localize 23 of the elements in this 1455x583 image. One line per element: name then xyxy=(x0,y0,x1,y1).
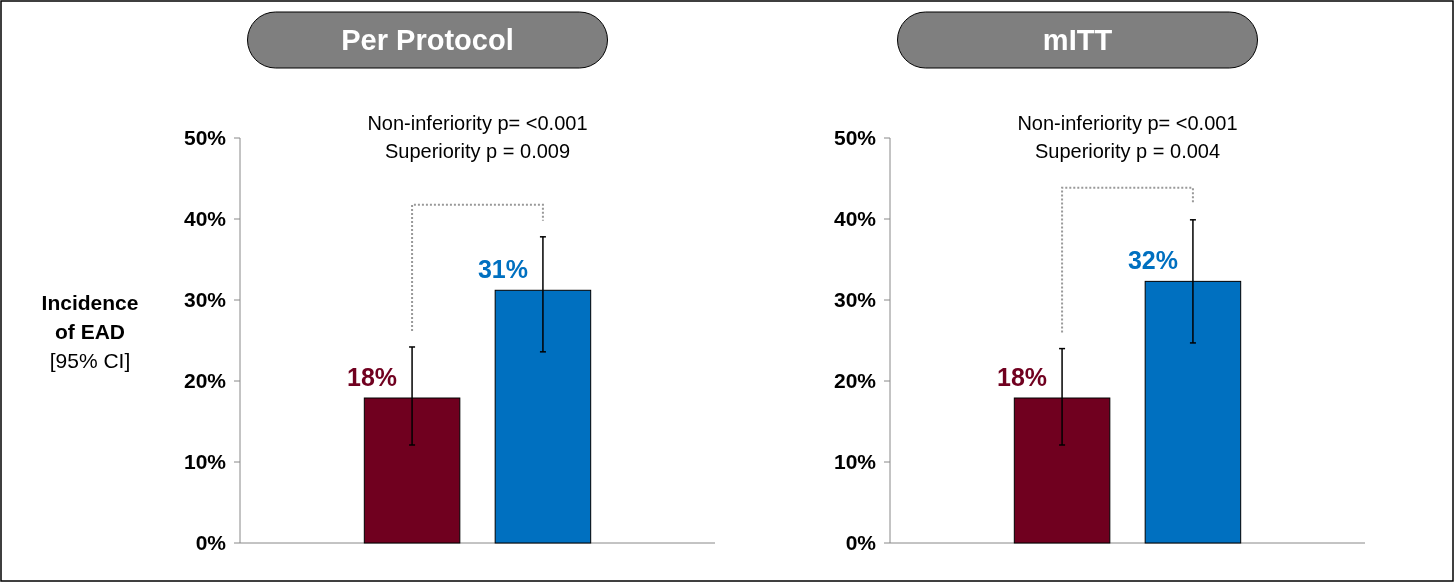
data-label: 32% xyxy=(1127,246,1178,275)
data-label: 18% xyxy=(997,363,1048,392)
annotation: Superiority p = 0.004 xyxy=(1034,140,1221,162)
y-tick-label: 0% xyxy=(845,531,877,554)
y-tick-label: 10% xyxy=(183,450,227,473)
y-tick-label: 20% xyxy=(833,369,877,392)
text: Non-inferiority p= <0.001 xyxy=(367,112,588,134)
chart-title: Per Protocol xyxy=(341,24,514,56)
y-tick-label: 40% xyxy=(833,207,877,230)
y-tick-label: 10% xyxy=(833,450,877,473)
y-tick-label: 30% xyxy=(183,288,227,311)
annotation: Superiority p = 0.009 xyxy=(384,140,571,162)
y-tick-label: 30% xyxy=(833,288,877,311)
text: Non-inferiority p= <0.001 xyxy=(1017,112,1238,134)
data-label: 31% xyxy=(477,255,528,284)
y-tick-label: 40% xyxy=(183,207,227,230)
y-tick-label: 50% xyxy=(833,126,877,149)
data-label: 18% xyxy=(347,363,398,392)
y-tick-label: 0% xyxy=(195,531,227,554)
y-axis-title: Incidence of EAD [95% CI] xyxy=(41,291,139,372)
y-tick-label: 20% xyxy=(183,369,227,392)
y-tick-label: 50% xyxy=(183,126,227,149)
chart-title: mITT xyxy=(1042,24,1113,56)
